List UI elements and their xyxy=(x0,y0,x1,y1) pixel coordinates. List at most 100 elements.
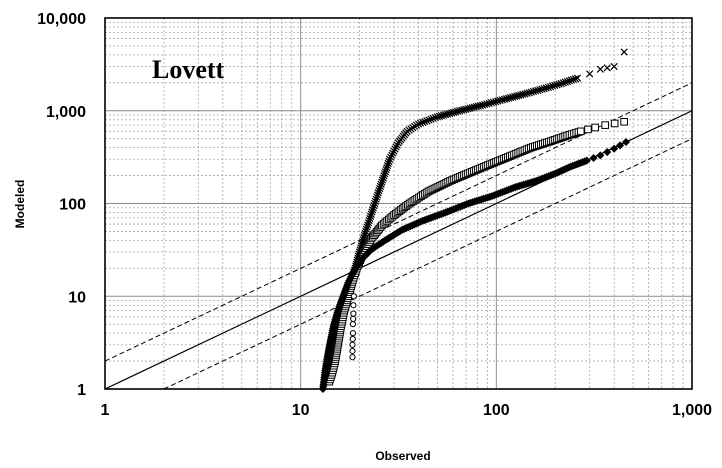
data-point-x xyxy=(596,65,604,73)
data-point-x xyxy=(384,159,392,168)
data-point-x xyxy=(498,96,506,104)
data-point-x xyxy=(385,157,393,165)
data-point-x xyxy=(509,93,517,101)
data-point-x xyxy=(454,107,462,115)
data-point-x xyxy=(603,64,611,72)
data-point-x xyxy=(553,81,561,89)
data-point-x xyxy=(538,85,546,93)
data-point-x xyxy=(529,87,538,96)
data-point-circle xyxy=(349,321,357,328)
y-tick-labels: 1 10 100 1,000 10,000 xyxy=(37,11,86,399)
data-point-x xyxy=(381,170,389,178)
data-point-x xyxy=(368,208,376,216)
data-point-x xyxy=(464,105,472,113)
data-point-x xyxy=(369,204,377,212)
data-point-x xyxy=(433,113,442,121)
data-point-x xyxy=(502,95,511,103)
x-axis-label: Observed xyxy=(375,449,430,463)
x-tick-label: 1,000 xyxy=(672,402,712,419)
factor-of-two-line xyxy=(163,138,693,390)
data-point-x xyxy=(561,78,569,86)
data-point-x xyxy=(374,189,382,197)
data-point-diamond xyxy=(589,153,598,163)
data-point-x xyxy=(567,76,576,84)
data-point-x xyxy=(513,92,521,100)
data-point-x xyxy=(389,149,397,157)
data-point-x xyxy=(366,214,374,223)
data-point-x xyxy=(391,145,399,153)
data-point-x xyxy=(466,104,474,112)
data-point-x xyxy=(525,89,533,97)
data-point-x xyxy=(437,112,446,120)
data-point-x xyxy=(460,106,468,114)
data-point-x xyxy=(546,83,555,91)
data-point-x xyxy=(544,83,553,91)
series-diamond-3 xyxy=(318,138,631,394)
chart-annotation: Lovett xyxy=(152,55,225,84)
data-point-x xyxy=(478,101,487,109)
data-point-circle xyxy=(349,341,356,348)
data-point-x xyxy=(458,106,466,114)
data-point-x xyxy=(487,99,495,107)
data-point-x xyxy=(511,92,519,101)
data-point-square xyxy=(601,121,609,129)
data-point-x xyxy=(387,153,395,161)
data-series xyxy=(318,48,631,394)
data-point-x xyxy=(367,210,375,218)
data-point-x xyxy=(445,109,454,118)
data-point-x xyxy=(549,82,557,90)
data-point-x xyxy=(620,48,628,56)
data-point-x xyxy=(481,100,489,109)
data-point-x xyxy=(373,191,382,199)
data-point-x xyxy=(370,201,378,210)
data-point-square xyxy=(576,127,585,136)
data-point-x xyxy=(573,74,582,82)
data-point-square xyxy=(584,125,592,134)
data-point-x xyxy=(536,86,544,94)
data-point-x xyxy=(468,104,476,112)
y-tick-label: 1 xyxy=(77,382,86,399)
data-point-x xyxy=(419,118,427,127)
data-point-x xyxy=(474,102,483,110)
data-point-square xyxy=(620,118,628,126)
data-point-x xyxy=(388,151,396,159)
data-point-circle xyxy=(350,293,357,300)
data-point-square xyxy=(591,123,599,132)
data-point-x xyxy=(375,187,383,195)
data-point-x xyxy=(531,87,540,95)
data-point-circle xyxy=(350,302,357,309)
data-point-x xyxy=(492,97,500,106)
data-point-x xyxy=(364,221,372,229)
data-point-x xyxy=(371,197,380,205)
data-point-x xyxy=(441,110,450,119)
data-point-x xyxy=(551,81,559,90)
data-point-x xyxy=(414,120,423,128)
data-point-x xyxy=(423,117,431,125)
data-point-x xyxy=(452,108,460,116)
series-x-1 xyxy=(620,48,628,56)
data-point-x xyxy=(431,113,439,122)
data-point-x xyxy=(378,176,387,184)
data-point-x xyxy=(557,79,565,88)
data-point-x xyxy=(555,80,563,88)
data-point-x xyxy=(376,184,384,193)
series-square-2 xyxy=(325,118,628,386)
y-tick-label: 1,000 xyxy=(46,104,86,121)
data-point-x xyxy=(462,105,470,113)
y-tick-label: 10,000 xyxy=(37,11,86,28)
data-point-x xyxy=(565,77,574,85)
data-point-x xyxy=(377,180,385,188)
data-point-x xyxy=(362,225,371,233)
data-point-circle xyxy=(349,330,357,337)
data-point-x xyxy=(586,70,594,78)
data-point-x xyxy=(429,114,437,123)
data-point-x xyxy=(427,115,435,123)
data-point-x xyxy=(610,62,618,71)
data-point-x xyxy=(421,117,429,126)
data-point-x xyxy=(365,217,373,225)
factor-of-two-line xyxy=(104,82,693,362)
data-point-circle xyxy=(349,354,356,361)
x-tick-label: 100 xyxy=(483,402,510,419)
data-point-x xyxy=(504,94,513,102)
